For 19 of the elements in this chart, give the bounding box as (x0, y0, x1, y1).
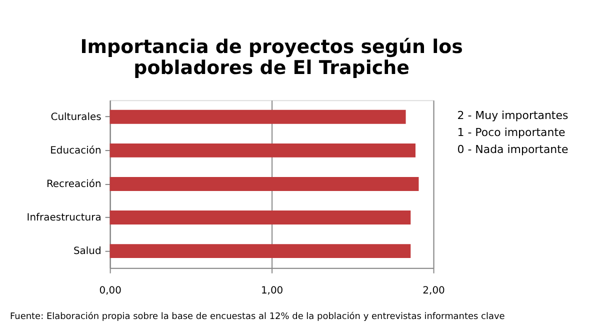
text: 2 - Muy importantes (457, 109, 568, 122)
bar (110, 110, 406, 124)
text: 0 - Nada importante (457, 143, 568, 156)
y-tick-label: Educación (50, 145, 102, 156)
x-tick-label: 0,00 (99, 285, 122, 296)
x-tick-label: 2,00 (422, 285, 445, 296)
y-tick-label: Infraestructura (26, 212, 102, 224)
bar (110, 176, 419, 191)
bar (110, 210, 411, 225)
text: Importancia de proyectos según los (80, 36, 463, 58)
source-note: Fuente: Elaboración propia sobre la base de encuestas al 12% de la población y entrevistas informantes clave (10, 310, 506, 322)
bar (110, 244, 411, 258)
y-tick-label: Culturales (50, 112, 102, 123)
text: pobladores de El Trapiche (134, 57, 410, 80)
x-tick-label: 1,00 (260, 285, 284, 296)
y-tick-label: Recreación (46, 178, 102, 190)
text: 1 - Poco importante (457, 126, 566, 140)
bar (110, 143, 416, 158)
y-tick-label: Salud (73, 246, 102, 258)
